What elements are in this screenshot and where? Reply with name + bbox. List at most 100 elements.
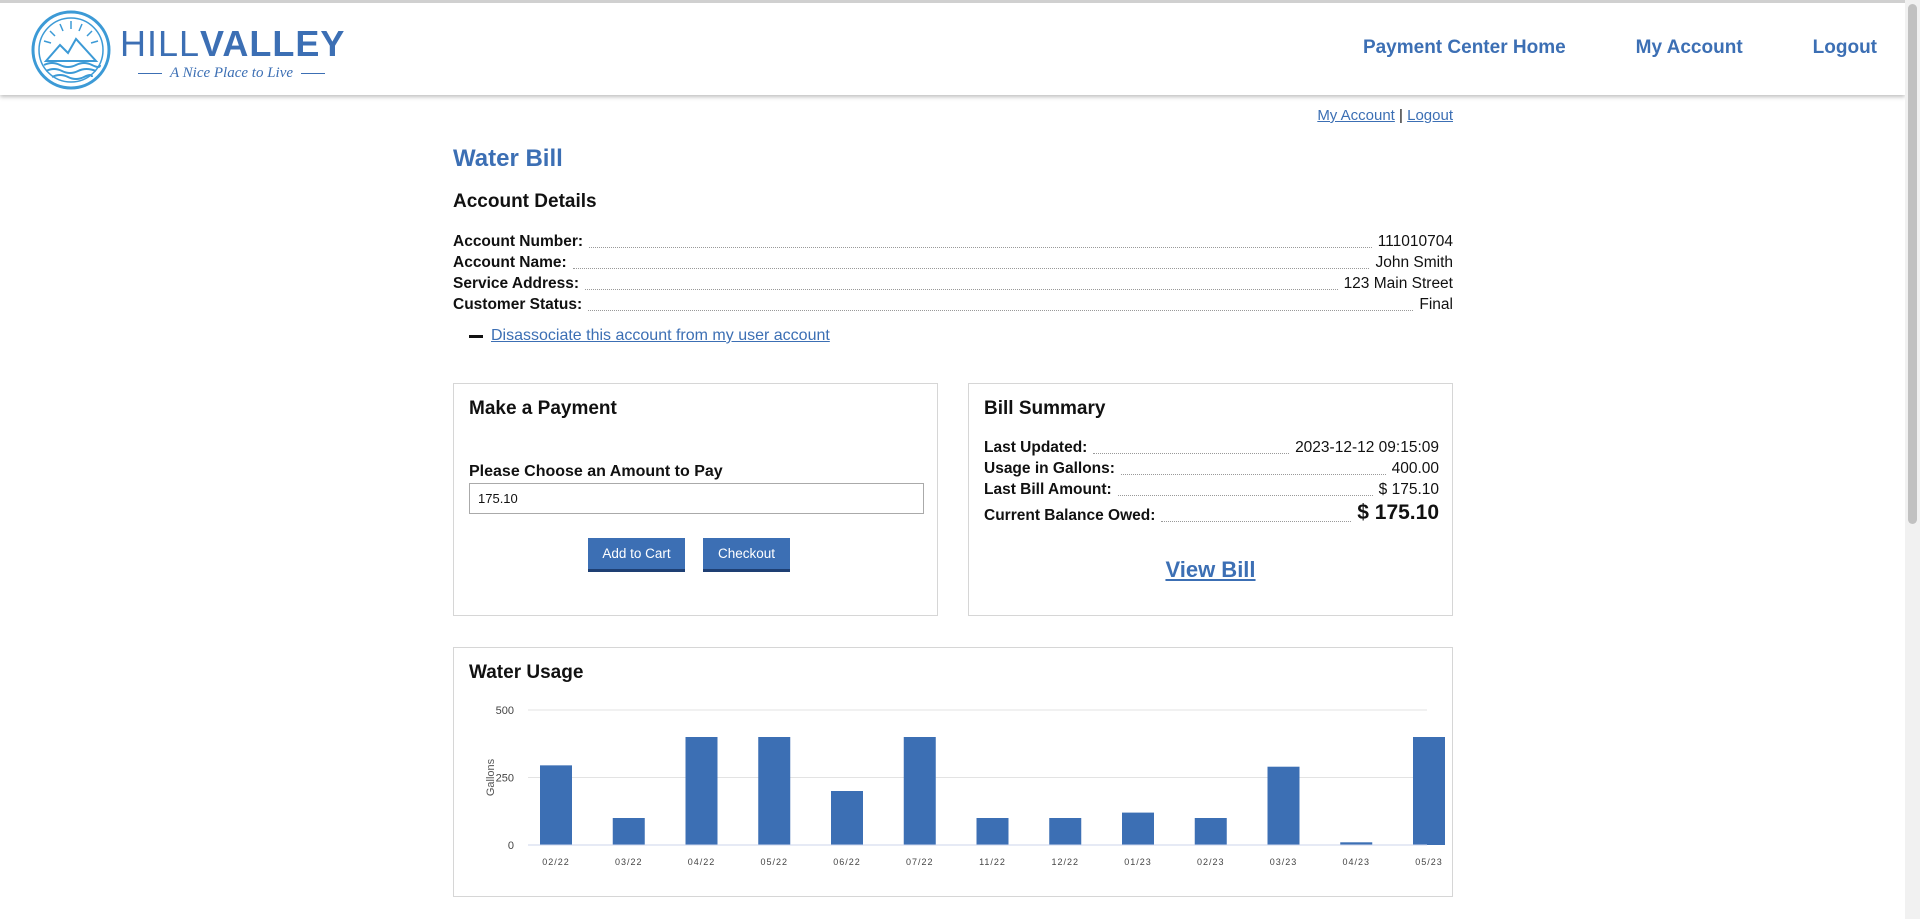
summary-row-last-bill: Last Bill Amount: $ 175.10 xyxy=(984,478,1439,499)
x-tick-label: 04/23 xyxy=(1342,857,1370,867)
x-tick-label: 05/22 xyxy=(760,857,788,867)
bill-summary-list: Last Updated: 2023-12-12 09:15:09 Usage … xyxy=(984,436,1439,525)
detail-row-customer-status: Customer Status: Final xyxy=(453,293,1453,314)
x-tick-label: 11/22 xyxy=(979,857,1006,867)
detail-label: Account Number: xyxy=(453,233,584,250)
y-tick-label: 0 xyxy=(508,840,514,852)
add-to-cart-button[interactable]: Add to Cart xyxy=(588,538,685,572)
usage-bar xyxy=(540,765,572,845)
summary-label: Current Balance Owed: xyxy=(984,507,1156,524)
logo-tagline: A Nice Place to Live xyxy=(130,65,333,82)
site-header: HILLVALLEY A Nice Place to Live Payment … xyxy=(0,0,1905,95)
dotted-leader xyxy=(572,268,1370,269)
usage-bar xyxy=(1267,766,1300,845)
bill-summary-heading: Bill Summary xyxy=(984,398,1106,419)
water-usage-chart: 0 250 500 Gallons 02/22 03/22 04/22 05/22 06/22 0… xyxy=(485,705,1445,867)
make-payment-heading: Make a Payment xyxy=(469,398,617,419)
usage-bar xyxy=(903,737,936,845)
dotted-leader xyxy=(1161,521,1352,522)
view-bill-wrapper: View Bill xyxy=(969,557,1452,583)
usage-bar xyxy=(1049,818,1082,845)
account-details-heading: Account Details xyxy=(453,191,597,212)
sublink-logout[interactable]: Logout xyxy=(1407,107,1453,124)
detail-label: Customer Status: xyxy=(453,296,583,313)
summary-label: Usage in Gallons: xyxy=(984,460,1115,477)
dotted-leader xyxy=(588,310,1414,311)
x-tick-label: 05/23 xyxy=(1415,857,1443,867)
logo-valley-text: VALLEY xyxy=(200,23,346,64)
usage-bar xyxy=(1340,842,1373,845)
usage-bar xyxy=(758,737,791,845)
detail-row-account-name: Account Name: John Smith xyxy=(453,251,1453,272)
balance-owed-value: $ 175.10 xyxy=(1357,501,1439,524)
account-sublinks: My Account | Logout xyxy=(1317,107,1453,124)
nav-my-account[interactable]: My Account xyxy=(1635,37,1743,58)
usage-bar xyxy=(685,737,718,845)
top-navigation: Payment Center Home My Account Logout xyxy=(1363,37,1877,59)
usage-bar xyxy=(976,818,1009,845)
amount-label: Please Choose an Amount to Pay xyxy=(469,463,723,480)
dotted-leader xyxy=(589,247,1372,248)
logo-hill-text: HILL xyxy=(120,23,201,64)
tagline-text: A Nice Place to Live xyxy=(170,65,294,81)
usage-bar xyxy=(1122,812,1154,845)
page-scrollbar[interactable] xyxy=(1905,0,1920,919)
sun-mountain-logo-icon xyxy=(31,10,111,90)
summary-value: $ 175.10 xyxy=(1378,481,1439,498)
disassociate-account-link[interactable]: Disassociate this account from my user a… xyxy=(491,327,830,344)
x-tick-label: 03/23 xyxy=(1270,857,1298,867)
detail-label: Service Address: xyxy=(453,275,580,292)
x-tick-label: 02/23 xyxy=(1197,857,1225,867)
detail-value: 111010704 xyxy=(1377,233,1453,250)
x-tick-label: 06/22 xyxy=(833,857,861,867)
bill-summary-panel: Bill Summary Last Updated: 2023-12-12 09… xyxy=(968,383,1453,616)
checkout-button[interactable]: Checkout xyxy=(703,538,790,572)
detail-value: John Smith xyxy=(1375,254,1453,271)
usage-bar xyxy=(612,818,645,845)
nav-logout[interactable]: Logout xyxy=(1812,37,1877,58)
detail-value: Final xyxy=(1419,296,1453,313)
hill-valley-logo[interactable]: HILLVALLEY A Nice Place to Live xyxy=(30,9,344,93)
dotted-leader xyxy=(585,289,1338,290)
sublink-my-account[interactable]: My Account xyxy=(1317,107,1395,124)
nav-payment-center-home[interactable]: Payment Center Home xyxy=(1362,37,1566,58)
summary-label: Last Bill Amount: xyxy=(984,481,1112,498)
summary-row-balance-owed: Current Balance Owed: $ 175.10 xyxy=(984,499,1439,525)
y-tick-label: 500 xyxy=(496,705,514,717)
page-title: Water Bill xyxy=(453,145,563,172)
minus-icon xyxy=(469,334,483,338)
x-tick-label: 07/22 xyxy=(906,857,934,867)
dotted-leader xyxy=(1093,453,1290,454)
x-tick-label: 12/22 xyxy=(1051,857,1079,867)
disassociate-row: Disassociate this account from my user a… xyxy=(469,327,830,345)
scrollbar-thumb[interactable] xyxy=(1908,4,1917,524)
y-axis-title: Gallons xyxy=(485,758,497,796)
water-usage-panel: Water Usage 0 250 500 Gallons 02/22 03/22 04/2… xyxy=(453,647,1453,897)
usage-bar xyxy=(1194,818,1227,845)
make-payment-panel: Make a Payment Please Choose an Amount t… xyxy=(453,383,938,616)
account-details-list: Account Number: 111010704 Account Name: … xyxy=(453,230,1453,314)
detail-row-service-address: Service Address: 123 Main Street xyxy=(453,272,1453,293)
summary-label: Last Updated: xyxy=(984,439,1088,456)
view-bill-link[interactable]: View Bill xyxy=(1165,557,1256,582)
payment-amount-input[interactable] xyxy=(469,483,924,514)
y-tick-label: 250 xyxy=(496,773,514,785)
dotted-leader xyxy=(1120,474,1386,475)
detail-value: 123 Main Street xyxy=(1343,275,1453,292)
usage-bar xyxy=(1413,737,1445,845)
tagline-dash-right xyxy=(301,73,326,75)
dotted-leader xyxy=(1117,495,1373,496)
summary-value: 2023-12-12 09:15:09 xyxy=(1295,439,1439,456)
logo-wordmark: HILLVALLEY xyxy=(120,23,346,64)
summary-row-usage: Usage in Gallons: 400.00 xyxy=(984,457,1439,478)
detail-label: Account Name: xyxy=(453,254,567,271)
usage-bar xyxy=(831,791,863,845)
x-tick-label: 03/22 xyxy=(615,857,643,867)
water-usage-heading: Water Usage xyxy=(469,662,584,683)
tagline-dash-left xyxy=(138,73,162,75)
x-tick-label: 04/22 xyxy=(688,857,716,867)
detail-row-account-number: Account Number: 111010704 xyxy=(453,230,1453,251)
x-tick-label: 02/22 xyxy=(542,857,570,867)
sublink-separator: | xyxy=(1399,107,1403,124)
summary-value: 400.00 xyxy=(1391,460,1439,477)
